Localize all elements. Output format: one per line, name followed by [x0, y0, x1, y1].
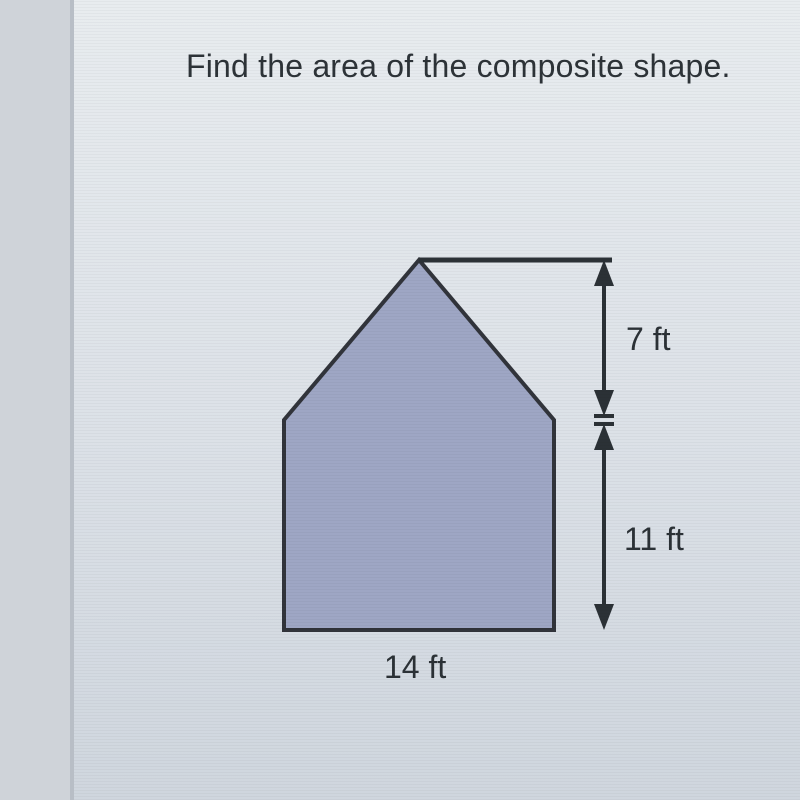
left-margin-strip	[0, 0, 70, 800]
composite-shape	[284, 260, 554, 630]
pentagon-fill	[284, 260, 554, 630]
page-background: Find the area of the composite shape. 7 …	[70, 0, 800, 800]
question-text: Find the area of the composite shape.	[186, 48, 731, 85]
dimension-7ft: 7 ft	[594, 260, 671, 416]
composite-shape-diagram: 7 ft 11 ft 14 ft	[224, 200, 724, 700]
label-11ft: 11 ft	[624, 521, 684, 557]
dimension-11ft: 11 ft	[594, 424, 684, 630]
label-7ft: 7 ft	[626, 321, 671, 357]
label-14ft: 14 ft	[384, 649, 446, 685]
